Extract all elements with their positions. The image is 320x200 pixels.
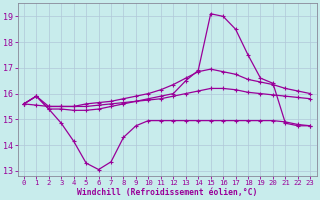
X-axis label: Windchill (Refroidissement éolien,°C): Windchill (Refroidissement éolien,°C) — [77, 188, 257, 197]
